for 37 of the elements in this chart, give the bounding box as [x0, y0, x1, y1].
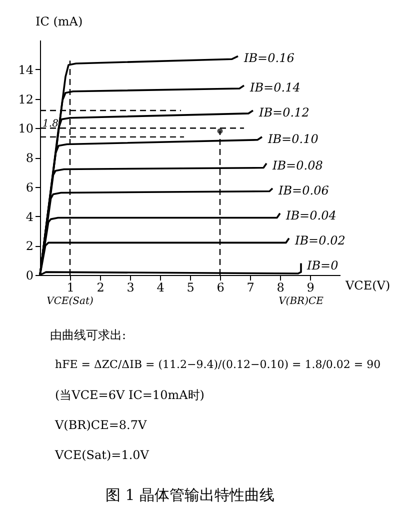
series-label: IB=0.12: [258, 106, 310, 120]
x-tick-label: 9: [306, 280, 314, 294]
y-tick-label: 12: [18, 92, 34, 106]
series-label: IB=0.08: [272, 158, 324, 172]
y-tick-label: 10: [18, 122, 34, 136]
x-tick-label: 7: [246, 280, 254, 294]
series-label: IB=0.06: [278, 183, 330, 198]
text: 图 1 晶体管输出特性曲线: [105, 486, 275, 504]
annotation: 1.8: [42, 118, 58, 130]
series-label: IB=0.02: [294, 233, 346, 248]
series-label: IB=0.10: [267, 132, 319, 146]
series-label: IB=0: [306, 258, 339, 272]
x-tick-label: 1: [66, 280, 74, 294]
annotation: VCE(Sat): [46, 296, 94, 307]
y-tick-label: 2: [26, 239, 34, 254]
y-tick-label: 14: [18, 62, 34, 77]
series-label: IB=0.04: [285, 208, 336, 222]
x-tick-label: 5: [186, 280, 194, 294]
x-tick-label: 8: [276, 280, 284, 294]
x-tick-label: 3: [126, 280, 134, 294]
y-tick-label: 4: [26, 210, 34, 224]
annotation: V(BR)CE: [278, 296, 324, 307]
y-tick-label: 8: [26, 151, 34, 165]
x-tick-label: 4: [156, 280, 165, 294]
text: 由曲线可求出:: [50, 328, 126, 342]
series-label: IB=0.16: [243, 51, 295, 66]
text: hFE = ΔZC/ΔIB = (11.2−9.4)/(0.12−0.10) = 1.8/0.02 = 90: [55, 358, 381, 371]
series-label: IB=0.14: [249, 80, 300, 95]
text: (当VCE=6V IC=10mA时): [55, 388, 204, 402]
text: V(BR)CE=8.7V: [54, 418, 147, 432]
y-tick-label: 0: [26, 268, 34, 282]
text: VCE(Sat)=1.0V: [54, 448, 150, 462]
y-tick-label: 6: [26, 180, 34, 194]
x-tick-label: 6: [216, 280, 224, 294]
x-axis-title: VCE(V): [344, 278, 390, 292]
x-tick-label: 2: [96, 280, 104, 294]
y-axis-title: IC (mA): [36, 14, 83, 28]
